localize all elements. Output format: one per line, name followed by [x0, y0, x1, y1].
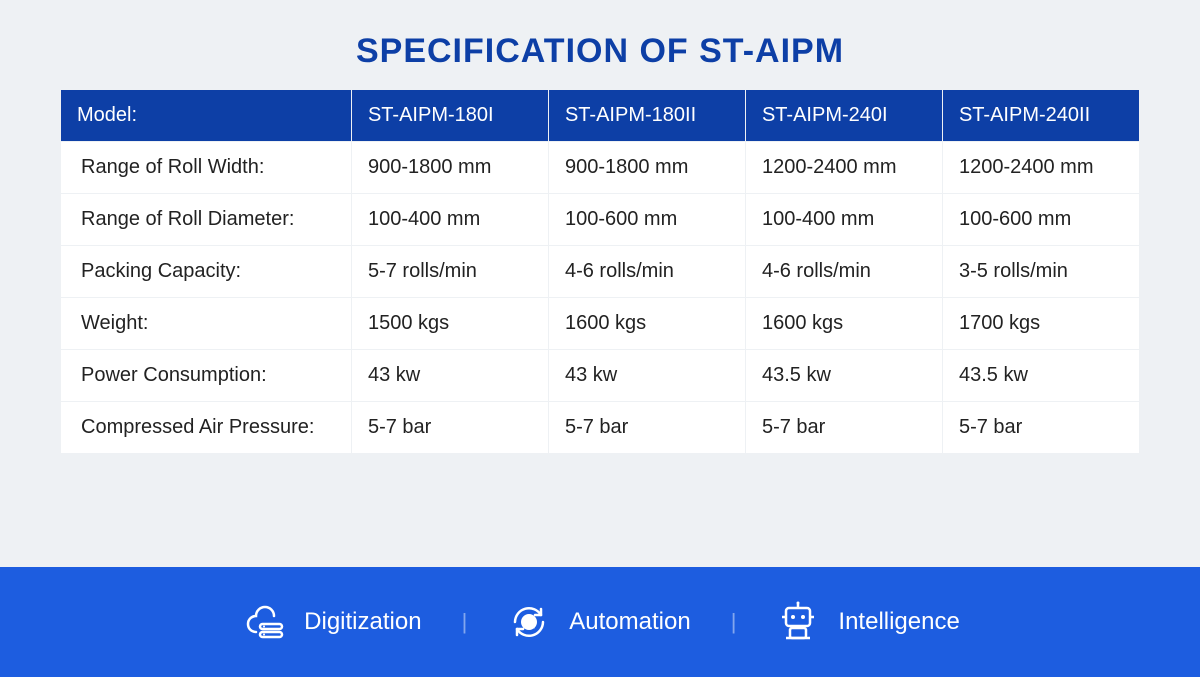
table-row: Weight: 1500 kgs 1600 kgs 1600 kgs 1700 … — [61, 298, 1139, 349]
footer-bar: Digitization | A Automation | — [0, 567, 1200, 677]
table-cell: 1700 kgs — [943, 298, 1139, 349]
table-cell: 100-600 mm — [549, 194, 745, 245]
robot-icon — [776, 600, 820, 644]
table-row: Packing Capacity: 5-7 rolls/min 4-6 roll… — [61, 246, 1139, 297]
header-cell: ST-AIPM-180I — [352, 90, 548, 141]
row-label: Range of Roll Width: — [61, 142, 351, 193]
table-row: Compressed Air Pressure: 5-7 bar 5-7 bar… — [61, 402, 1139, 453]
row-label: Packing Capacity: — [61, 246, 351, 297]
footer-item-intelligence: Intelligence — [776, 600, 959, 644]
automation-icon: A — [507, 600, 551, 644]
table-row: Range of Roll Diameter: 100-400 mm 100-6… — [61, 194, 1139, 245]
spec-table: Model: ST-AIPM-180I ST-AIPM-180II ST-AIP… — [60, 89, 1140, 454]
table-cell: 5-7 bar — [746, 402, 942, 453]
row-label: Weight: — [61, 298, 351, 349]
table-row: Range of Roll Width: 900-1800 mm 900-180… — [61, 142, 1139, 193]
cloud-db-icon — [240, 602, 286, 642]
table-cell: 1600 kgs — [746, 298, 942, 349]
footer-separator: | — [731, 609, 737, 635]
header-cell: ST-AIPM-180II — [549, 90, 745, 141]
table-cell: 43 kw — [549, 350, 745, 401]
row-label: Compressed Air Pressure: — [61, 402, 351, 453]
svg-text:A: A — [525, 616, 534, 630]
table-cell: 3-5 rolls/min — [943, 246, 1139, 297]
table-cell: 4-6 rolls/min — [746, 246, 942, 297]
table-cell: 1200-2400 mm — [746, 142, 942, 193]
table-cell: 43 kw — [352, 350, 548, 401]
footer-item-digitization: Digitization — [240, 602, 421, 642]
page-title: SPECIFICATION OF ST-AIPM — [60, 32, 1140, 71]
table-header-row: Model: ST-AIPM-180I ST-AIPM-180II ST-AIP… — [61, 90, 1139, 141]
table-cell: 100-600 mm — [943, 194, 1139, 245]
footer-label: Automation — [569, 608, 690, 636]
row-label: Range of Roll Diameter: — [61, 194, 351, 245]
footer-separator: | — [462, 609, 468, 635]
table-cell: 1500 kgs — [352, 298, 548, 349]
footer-label: Digitization — [304, 608, 421, 636]
table-cell: 43.5 kw — [943, 350, 1139, 401]
header-cell: ST-AIPM-240II — [943, 90, 1139, 141]
table-cell: 900-1800 mm — [352, 142, 548, 193]
footer-item-automation: A Automation — [507, 600, 690, 644]
table-cell: 5-7 bar — [549, 402, 745, 453]
header-cell: Model: — [61, 90, 351, 141]
table-cell: 5-7 bar — [943, 402, 1139, 453]
table-cell: 43.5 kw — [746, 350, 942, 401]
table-cell: 1200-2400 mm — [943, 142, 1139, 193]
table-cell: 900-1800 mm — [549, 142, 745, 193]
table-row: Power Consumption: 43 kw 43 kw 43.5 kw 4… — [61, 350, 1139, 401]
table-cell: 5-7 bar — [352, 402, 548, 453]
table-cell: 4-6 rolls/min — [549, 246, 745, 297]
table-cell: 100-400 mm — [352, 194, 548, 245]
table-cell: 1600 kgs — [549, 298, 745, 349]
row-label: Power Consumption: — [61, 350, 351, 401]
table-cell: 5-7 rolls/min — [352, 246, 548, 297]
table-cell: 100-400 mm — [746, 194, 942, 245]
header-cell: ST-AIPM-240I — [746, 90, 942, 141]
footer-label: Intelligence — [838, 608, 959, 636]
